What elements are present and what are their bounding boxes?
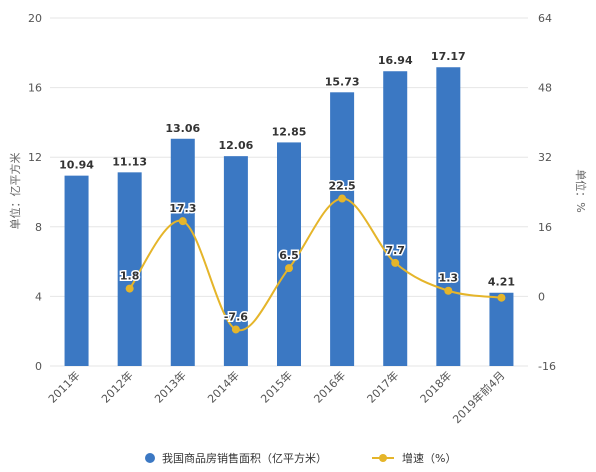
bar-value-label: 12.85: [272, 125, 307, 138]
bar-value-label: 11.13: [112, 155, 147, 168]
y2-axis-title: 单位：%: [574, 169, 588, 212]
x-tick-label: 2012年: [98, 368, 135, 405]
bar: [489, 292, 514, 366]
y2-axis-ticks: -16 0 16 32 48 64: [538, 12, 556, 373]
legend-bar-label: 我国商品房销售面积（亿平方米）: [162, 451, 327, 465]
growth-value-label: 1.8: [120, 270, 140, 283]
x-tick-label: 2015年: [258, 368, 295, 405]
growth-value-label: 22.5: [329, 180, 356, 193]
growth-point: [444, 286, 453, 295]
bar: [277, 142, 301, 366]
growth-point: [338, 194, 347, 203]
x-tick-label: 2017年: [364, 368, 401, 405]
y-tick-label: 16: [28, 82, 42, 95]
growth-value-label: 6.5: [279, 249, 299, 262]
bars: [64, 67, 514, 366]
bar-value-label: 4.21: [488, 276, 515, 289]
x-tick-label: 2014年: [205, 368, 242, 405]
legend: 我国商品房销售面积（亿平方米） 增速（%）: [145, 451, 456, 465]
bar: [117, 172, 142, 366]
y-tick-label: 0: [35, 360, 42, 373]
x-tick-label: 2018年: [417, 368, 454, 405]
growth-point: [497, 293, 506, 302]
growth-value-label: -7.6: [224, 310, 248, 323]
y2-tick-label: 64: [538, 12, 552, 25]
bar-value-label: 13.06: [165, 122, 200, 135]
y2-tick-label: 0: [538, 290, 545, 303]
legend-line-label: 增速（%）: [402, 451, 456, 465]
growth-value-label: 17.3: [169, 202, 196, 215]
bar: [64, 175, 89, 366]
bar-labels: 10.94 11.13 13.06 12.06 12.85 15.73 16.94 17.17…: [59, 50, 515, 289]
growth-value-label: 1.3: [439, 272, 459, 285]
bar: [170, 138, 195, 366]
bar-value-label: 16.94: [378, 54, 413, 67]
y2-tick-label: -16: [538, 360, 556, 373]
legend-line-dot: [379, 454, 387, 462]
line-labels: 1.8 17.3 -7.6 6.5 22.5 7.7 1.3: [118, 178, 459, 325]
growth-line: [125, 194, 506, 334]
y2-tick-label: 16: [538, 221, 552, 234]
y-axis-ticks: 0 4 8 12 16 20: [28, 12, 42, 373]
bar-value-label: 17.17: [431, 50, 466, 63]
bar-value-label: 15.73: [325, 75, 360, 88]
bar-value-label: 12.06: [218, 139, 253, 152]
growth-point: [391, 258, 400, 267]
x-tick-label: 2016年: [311, 368, 348, 405]
y2-tick-label: 48: [538, 82, 552, 95]
y-tick-label: 20: [28, 12, 42, 25]
y-tick-label: 12: [28, 151, 42, 164]
growth-point: [178, 217, 187, 226]
bar: [330, 92, 355, 366]
growth-point: [231, 325, 240, 334]
x-tick-label: 2013年: [151, 368, 188, 405]
bar: [223, 156, 248, 366]
y-axis-title: 单位：亿平方米: [8, 153, 22, 230]
growth-point: [125, 284, 134, 293]
y-tick-label: 8: [35, 221, 42, 234]
legend-bar-marker: [145, 453, 155, 463]
growth-point: [285, 264, 293, 273]
bar: [436, 67, 461, 366]
x-tick-label: 2011年: [45, 368, 82, 405]
y2-tick-label: 32: [538, 151, 552, 164]
bar: [383, 71, 408, 366]
x-axis-ticks: 2011年 2012年 2013年 2014年 2015年 2016年 2017年 2018年…: [45, 368, 507, 426]
y-tick-label: 4: [35, 290, 42, 303]
growth-value-label: 7.7: [385, 244, 405, 257]
x-tick-label: 2019年前4月: [450, 368, 508, 426]
bar-value-label: 10.94: [59, 159, 94, 172]
